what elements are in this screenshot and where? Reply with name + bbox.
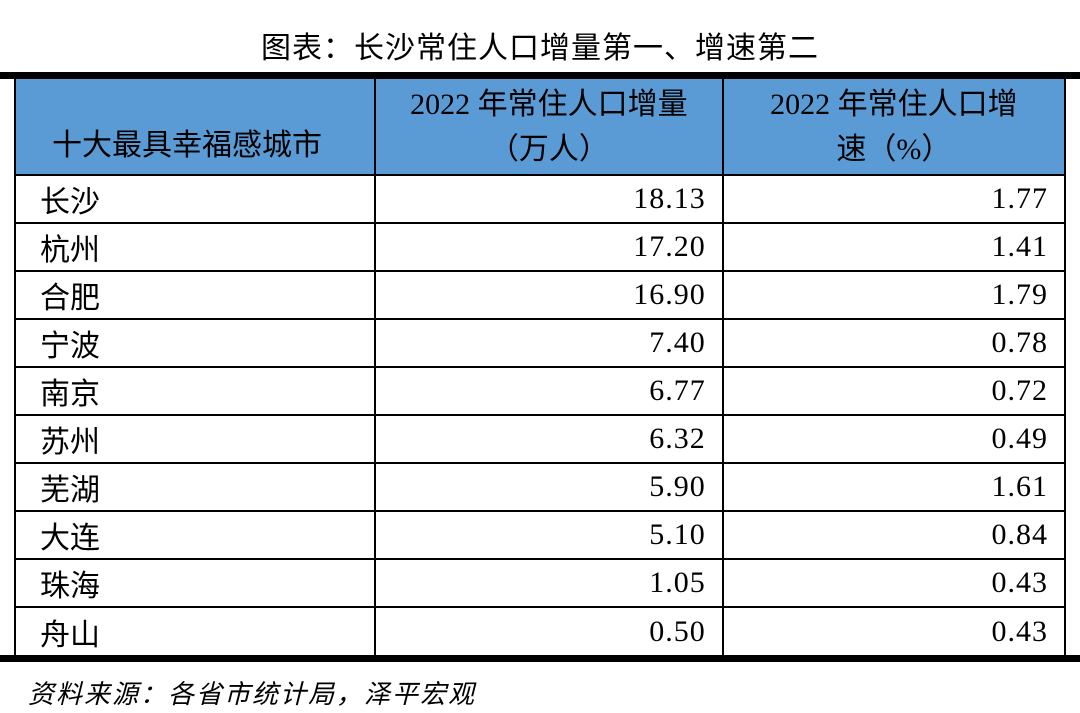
top-rule bbox=[0, 72, 1080, 79]
header-increase-line2: （万人） bbox=[488, 132, 609, 166]
table-row: 宁波 7.40 0.78 bbox=[13, 318, 1067, 368]
city-cell: 南京 bbox=[13, 366, 377, 416]
table-row: 合肥 16.90 1.79 bbox=[13, 270, 1067, 320]
growth-cell: 0.43 bbox=[721, 558, 1067, 608]
increase-cell: 6.32 bbox=[374, 414, 724, 464]
increase-cell: 7.40 bbox=[374, 318, 724, 368]
header-row: 十大最具幸福感城市 2022 年常住人口增量 （万人） 2022 年常住人口增 … bbox=[13, 79, 1067, 176]
table-row: 长沙 18.13 1.77 bbox=[13, 174, 1067, 224]
header-increase-column: 2022 年常住人口增量 （万人） bbox=[374, 79, 724, 176]
table-row: 杭州 17.20 1.41 bbox=[13, 222, 1067, 272]
increase-cell: 18.13 bbox=[374, 174, 724, 224]
growth-cell: 1.41 bbox=[721, 222, 1067, 272]
growth-cell: 0.49 bbox=[721, 414, 1067, 464]
increase-cell: 0.50 bbox=[374, 606, 724, 655]
growth-cell: 0.43 bbox=[721, 606, 1067, 655]
header-city-column: 十大最具幸福感城市 bbox=[13, 79, 377, 176]
figure-title: 图表：长沙常住人口增量第一、增速第二 bbox=[261, 32, 819, 65]
header-growth-line1: 2022 年常住人口增 bbox=[770, 87, 1018, 121]
growth-cell: 1.77 bbox=[721, 174, 1067, 224]
city-cell: 长沙 bbox=[13, 174, 377, 224]
table-row: 芜湖 5.90 1.61 bbox=[13, 462, 1067, 512]
table-row: 南京 6.77 0.72 bbox=[13, 366, 1067, 416]
increase-cell: 6.77 bbox=[374, 366, 724, 416]
header-increase-line1: 2022 年常住人口增量 bbox=[410, 87, 688, 121]
city-cell: 杭州 bbox=[13, 222, 377, 272]
growth-cell: 0.72 bbox=[721, 366, 1067, 416]
city-cell: 大连 bbox=[13, 510, 377, 560]
growth-cell: 1.61 bbox=[721, 462, 1067, 512]
increase-cell: 5.10 bbox=[374, 510, 724, 560]
header-growth-line2: 速（%） bbox=[836, 132, 952, 166]
growth-cell: 0.78 bbox=[721, 318, 1067, 368]
increase-cell: 16.90 bbox=[374, 270, 724, 320]
city-cell: 合肥 bbox=[13, 270, 377, 320]
source-note: 资料来源：各省市统计局，泽平宏观 bbox=[28, 680, 477, 709]
growth-cell: 0.84 bbox=[721, 510, 1067, 560]
growth-cell: 1.79 bbox=[721, 270, 1067, 320]
increase-cell: 17.20 bbox=[374, 222, 724, 272]
city-cell: 宁波 bbox=[13, 318, 377, 368]
table-row: 苏州 6.32 0.49 bbox=[13, 414, 1067, 464]
city-cell: 珠海 bbox=[13, 558, 377, 608]
increase-cell: 1.05 bbox=[374, 558, 724, 608]
table-container: 十大最具幸福感城市 2022 年常住人口增量 （万人） 2022 年常住人口增 … bbox=[0, 79, 1080, 655]
table-row: 大连 5.10 0.84 bbox=[13, 510, 1067, 560]
increase-cell: 5.90 bbox=[374, 462, 724, 512]
city-cell: 舟山 bbox=[13, 606, 377, 655]
bottom-rule bbox=[0, 655, 1080, 662]
population-table: 十大最具幸福感城市 2022 年常住人口增量 （万人） 2022 年常住人口增 … bbox=[13, 79, 1067, 655]
header-growth-column: 2022 年常住人口增 速（%） bbox=[721, 79, 1067, 176]
city-cell: 芜湖 bbox=[13, 462, 377, 512]
table-row: 舟山 0.50 0.43 bbox=[13, 606, 1067, 655]
city-cell: 苏州 bbox=[13, 414, 377, 464]
table-row: 珠海 1.05 0.43 bbox=[13, 558, 1067, 608]
